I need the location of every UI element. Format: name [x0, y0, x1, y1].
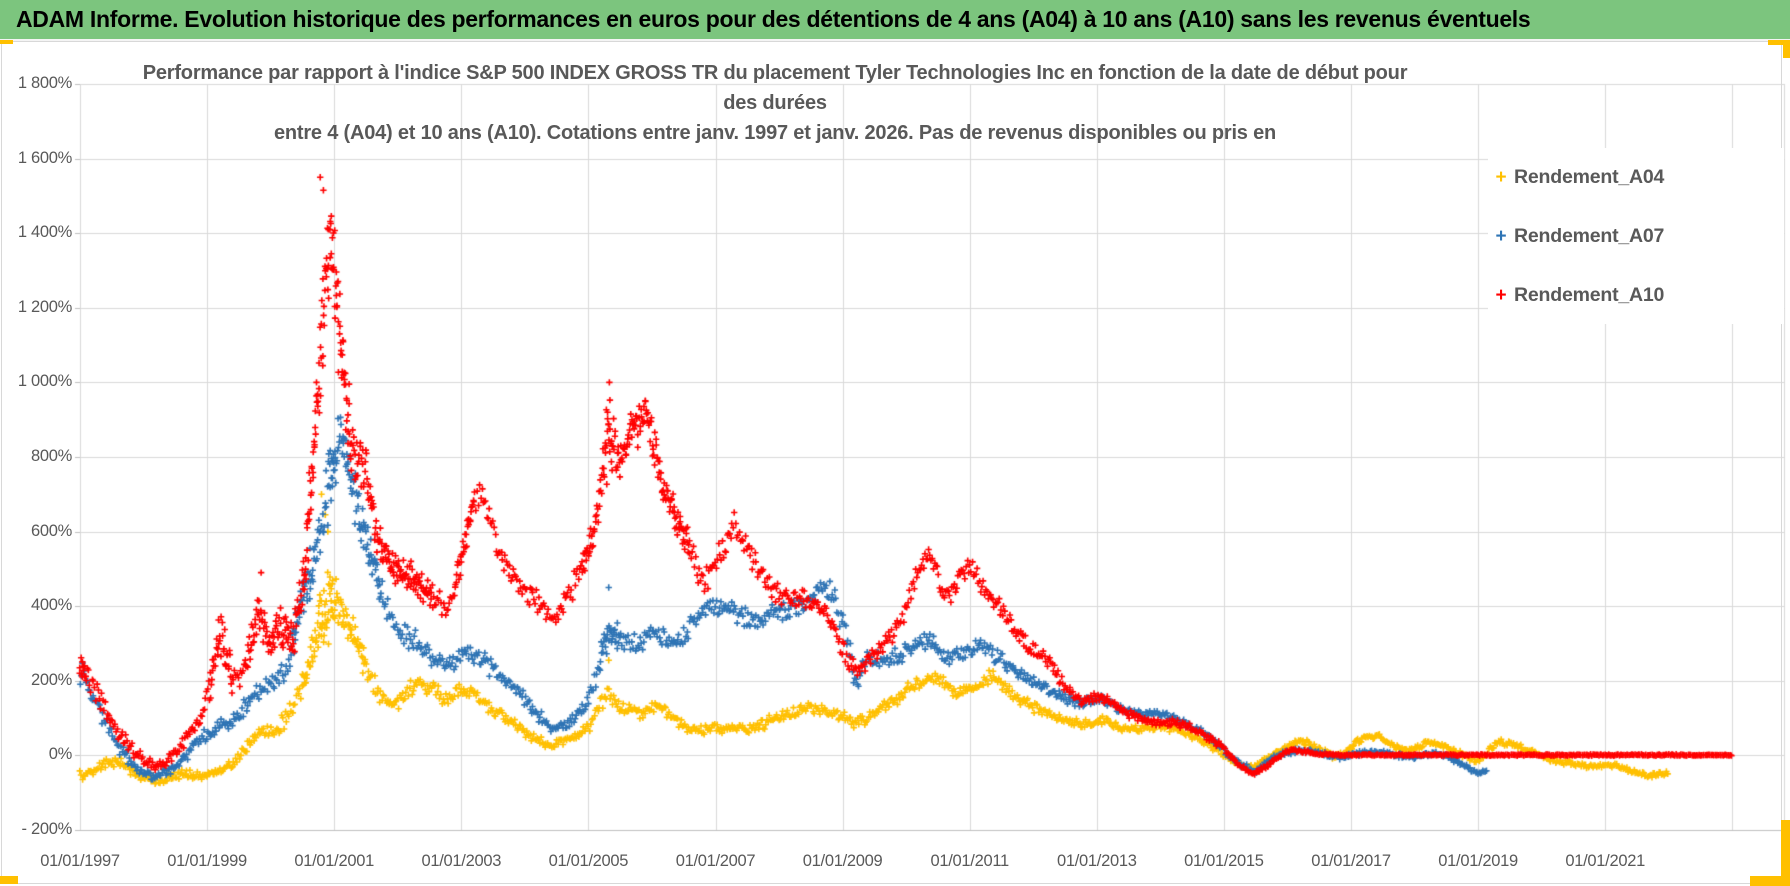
legend-item-rendement-a07[interactable]: + Rendement_A07 — [1488, 207, 1784, 266]
legend-plus-marker-icon: + — [1495, 225, 1507, 247]
y-tick-label: 0% — [48, 745, 73, 764]
chart-title: Performance par rapport à l'indice S&P 5… — [140, 58, 1410, 148]
gold-accent-top-left — [0, 40, 13, 44]
y-tick-label: 1 200% — [17, 297, 72, 316]
y-tick-label: 1 000% — [17, 372, 72, 391]
x-tick-label: 01/01/2013 — [1057, 852, 1137, 870]
gold-accent-top-right-h — [1768, 40, 1790, 45]
chart-title-line2: entre 4 (A04) et 10 ans (A10). Cotations… — [273, 122, 1277, 144]
x-tick-label: 01/01/1999 — [167, 852, 247, 870]
x-tick-label: 01/01/2019 — [1438, 852, 1518, 870]
x-tick-label: 01/01/2005 — [548, 852, 629, 870]
legend-item-label: Rendement_A10 — [1514, 284, 1665, 306]
legend-plus-marker-icon: + — [1495, 284, 1507, 306]
banner-title: ADAM Informe. Evolution historique des p… — [16, 6, 1531, 32]
legend-item-rendement-a10[interactable]: + Rendement_A10 — [1488, 266, 1784, 325]
x-tick-label: 01/01/2007 — [675, 852, 756, 870]
x-tick-label: 01/01/2003 — [421, 852, 502, 870]
legend-item-label: Rendement_A07 — [1514, 225, 1665, 247]
x-tick-label: 01/01/2015 — [1184, 852, 1264, 870]
y-tick-label: 1 800% — [17, 74, 72, 92]
legend-plus-marker-icon: + — [1495, 166, 1507, 188]
y-tick-label: 600% — [30, 521, 72, 540]
x-tick-label: 01/01/2017 — [1311, 852, 1391, 870]
content-frame — [1, 41, 1782, 884]
x-tick-label: 01/01/2021 — [1565, 852, 1645, 870]
x-tick-label: 01/01/2011 — [930, 852, 1010, 870]
y-tick-label: 400% — [30, 596, 72, 615]
x-tick-label: 01/01/2001 — [294, 852, 374, 870]
legend-item-rendement-a04[interactable]: + Rendement_A04 — [1488, 148, 1784, 207]
y-tick-label: 1 400% — [17, 223, 72, 242]
x-tick-label: 01/01/1997 — [40, 852, 120, 870]
chart-title-line1: Performance par rapport à l'indice S&P 5… — [142, 62, 1408, 114]
y-tick-label: - 200% — [21, 820, 73, 838]
y-tick-label: 800% — [30, 447, 72, 465]
chart-legend: + Rendement_A04 + Rendement_A07 + Rendement_A… — [1488, 148, 1784, 324]
legend-item-label: Rendement_A04 — [1514, 166, 1665, 188]
y-tick-label: 200% — [30, 670, 72, 689]
y-tick-label: 1 600% — [17, 148, 72, 167]
x-tick-label: 01/01/2009 — [802, 852, 883, 870]
gold-accent-bottom-right-h — [1750, 876, 1790, 886]
gold-accent-top-right-v — [1783, 40, 1790, 58]
gold-accent-bottom-left — [0, 876, 18, 884]
header-banner: ADAM Informe. Evolution historique des p… — [0, 0, 1790, 41]
gold-accent-bottom-right-v — [1781, 820, 1790, 886]
